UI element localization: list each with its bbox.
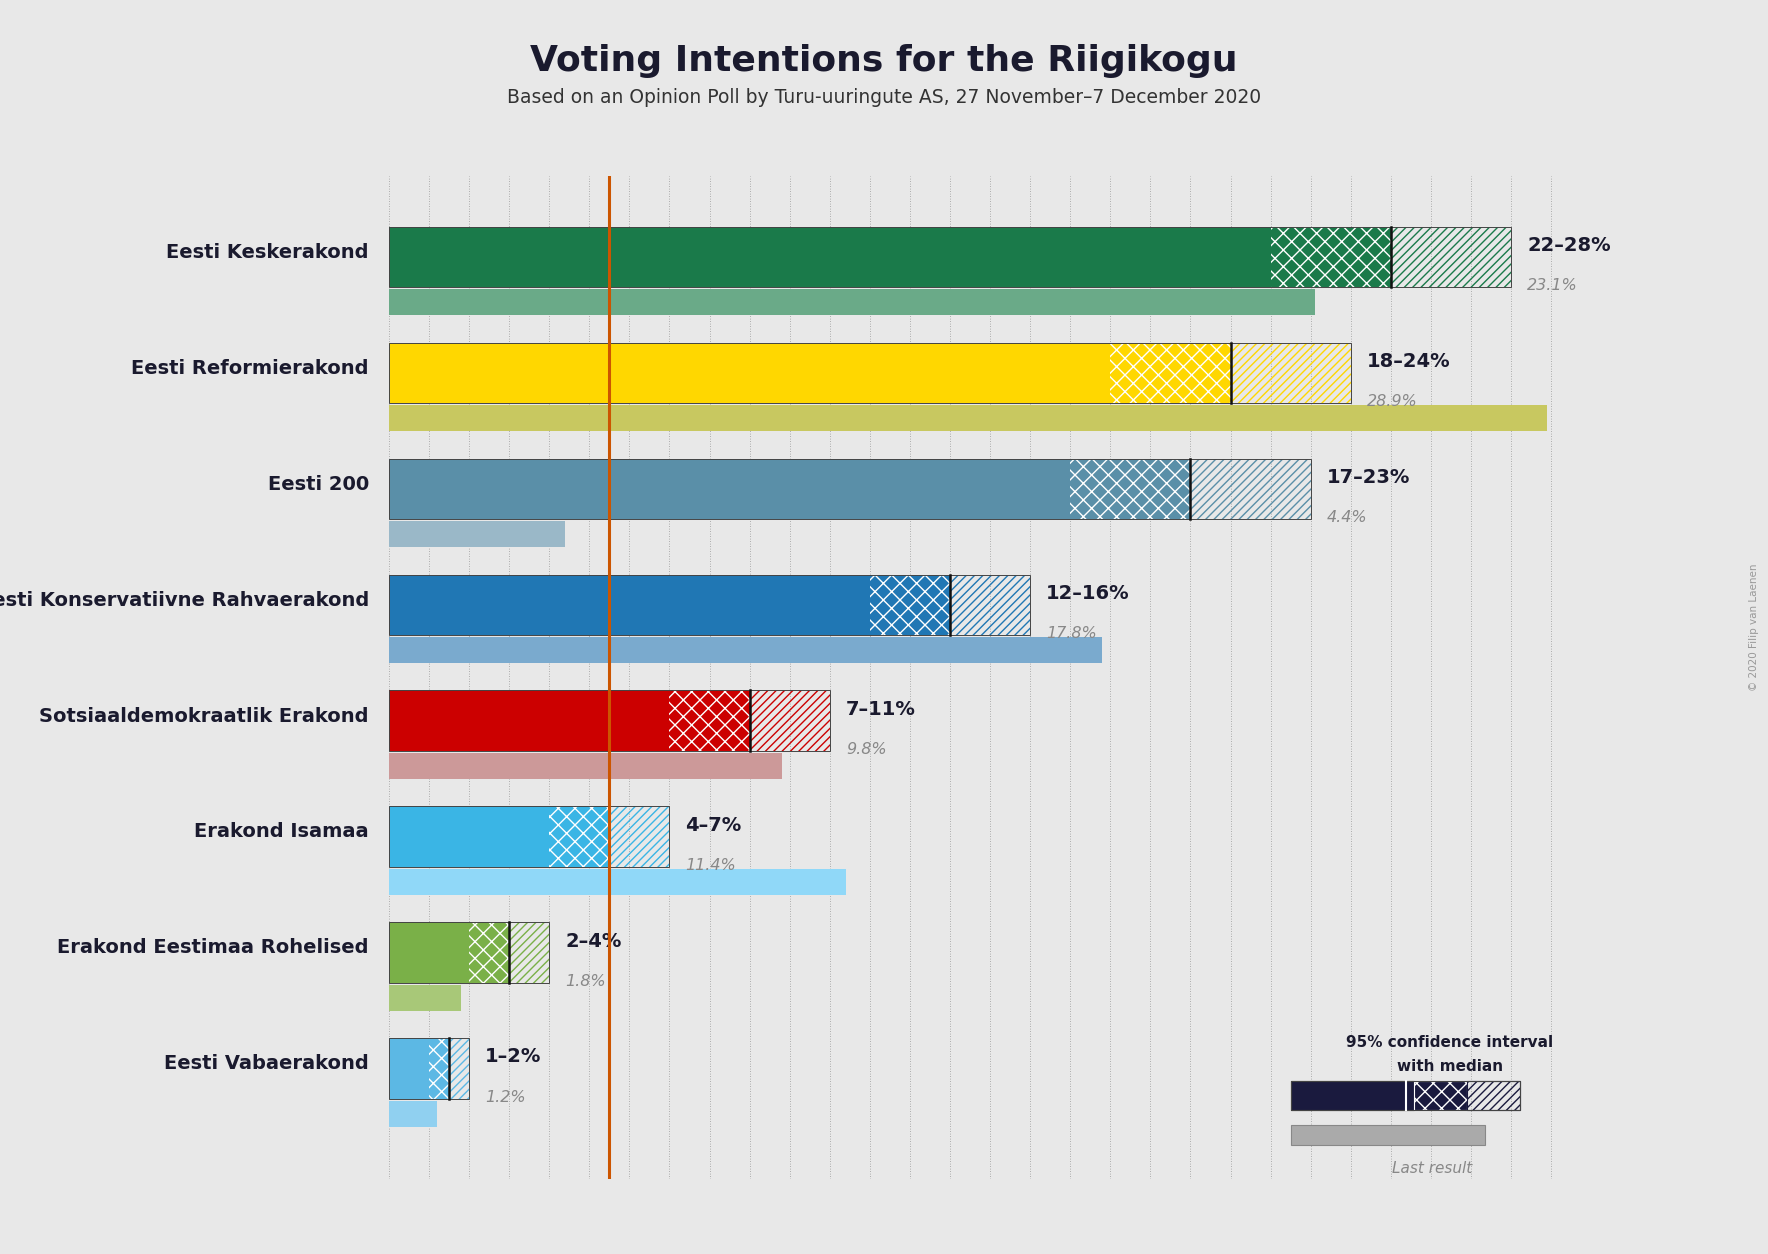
Bar — [449, 1038, 469, 1099]
Bar — [389, 405, 1547, 430]
Bar — [610, 806, 670, 867]
Bar — [430, 1038, 449, 1099]
Text: 22–28%: 22–28% — [1528, 236, 1611, 255]
Bar — [1110, 342, 1231, 403]
Text: Eesti 200: Eesti 200 — [267, 474, 370, 494]
Text: with median: with median — [1397, 1058, 1503, 1073]
Bar — [389, 923, 550, 983]
Text: Eesti Vabaerakond: Eesti Vabaerakond — [164, 1055, 370, 1073]
Bar — [550, 806, 610, 867]
Bar — [389, 342, 1110, 403]
Text: 4.4%: 4.4% — [1326, 510, 1367, 525]
Text: © 2020 Filip van Laenen: © 2020 Filip van Laenen — [1749, 563, 1759, 691]
Bar — [389, 806, 550, 867]
Text: 7–11%: 7–11% — [845, 700, 916, 719]
Bar — [750, 691, 829, 751]
Bar — [389, 691, 829, 751]
Text: 17–23%: 17–23% — [1326, 468, 1411, 487]
Text: 18–24%: 18–24% — [1367, 351, 1450, 371]
Text: 17.8%: 17.8% — [1047, 626, 1096, 641]
Bar — [389, 637, 1101, 662]
Text: 2–4%: 2–4% — [566, 932, 622, 951]
Bar — [870, 574, 949, 635]
Bar — [1291, 1081, 1414, 1110]
Bar — [1271, 227, 1391, 287]
Bar — [389, 691, 670, 751]
Text: Eesti Reformierakond: Eesti Reformierakond — [131, 359, 370, 377]
Bar — [389, 869, 845, 894]
Bar — [1467, 1081, 1520, 1110]
Bar — [389, 574, 870, 635]
Text: 4–7%: 4–7% — [686, 815, 743, 834]
Bar — [389, 227, 1512, 287]
Bar — [1070, 459, 1190, 519]
Bar — [389, 342, 1351, 403]
Bar — [389, 754, 781, 779]
Bar — [1391, 227, 1512, 287]
Bar — [389, 522, 566, 547]
Text: Eesti Keskerakond: Eesti Keskerakond — [166, 242, 370, 262]
Bar — [389, 1038, 430, 1099]
Text: 1.8%: 1.8% — [566, 974, 606, 989]
Text: 23.1%: 23.1% — [1528, 278, 1577, 293]
Bar — [389, 1101, 437, 1126]
Bar — [949, 574, 1031, 635]
Text: Last result: Last result — [1391, 1161, 1473, 1176]
Text: Based on an Opinion Poll by Turu-uuringute AS, 27 November–7 December 2020: Based on an Opinion Poll by Turu-uuringu… — [507, 88, 1261, 107]
Bar — [389, 986, 461, 1011]
Text: 1.2%: 1.2% — [484, 1090, 525, 1105]
Bar — [389, 574, 1031, 635]
Bar — [389, 290, 1315, 315]
Text: Erakond Eestimaa Rohelised: Erakond Eestimaa Rohelised — [57, 938, 370, 958]
Bar — [389, 806, 670, 867]
Text: 95% confidence interval: 95% confidence interval — [1345, 1036, 1554, 1051]
Text: Sotsiaaldemokraatlik Erakond: Sotsiaaldemokraatlik Erakond — [39, 706, 370, 726]
Bar — [1291, 1125, 1485, 1145]
Text: 1–2%: 1–2% — [484, 1047, 541, 1066]
Bar — [389, 1038, 469, 1099]
Text: 28.9%: 28.9% — [1367, 394, 1418, 409]
Text: Eesti Konservatiivne Rahvaerakond: Eesti Konservatiivne Rahvaerakond — [0, 591, 370, 609]
Bar — [389, 459, 1310, 519]
Bar — [1190, 459, 1310, 519]
Bar — [1291, 1081, 1520, 1110]
Bar — [670, 691, 750, 751]
Bar — [389, 459, 1070, 519]
Text: 12–16%: 12–16% — [1047, 583, 1130, 603]
Text: 11.4%: 11.4% — [686, 858, 735, 873]
Text: Erakond Isamaa: Erakond Isamaa — [194, 823, 370, 841]
Bar — [509, 923, 550, 983]
Bar — [389, 227, 1271, 287]
Bar — [1414, 1081, 1467, 1110]
Text: 9.8%: 9.8% — [845, 742, 886, 757]
Text: Voting Intentions for the Riigikogu: Voting Intentions for the Riigikogu — [530, 44, 1238, 78]
Bar — [469, 923, 509, 983]
Bar — [389, 923, 469, 983]
Bar — [1231, 342, 1351, 403]
